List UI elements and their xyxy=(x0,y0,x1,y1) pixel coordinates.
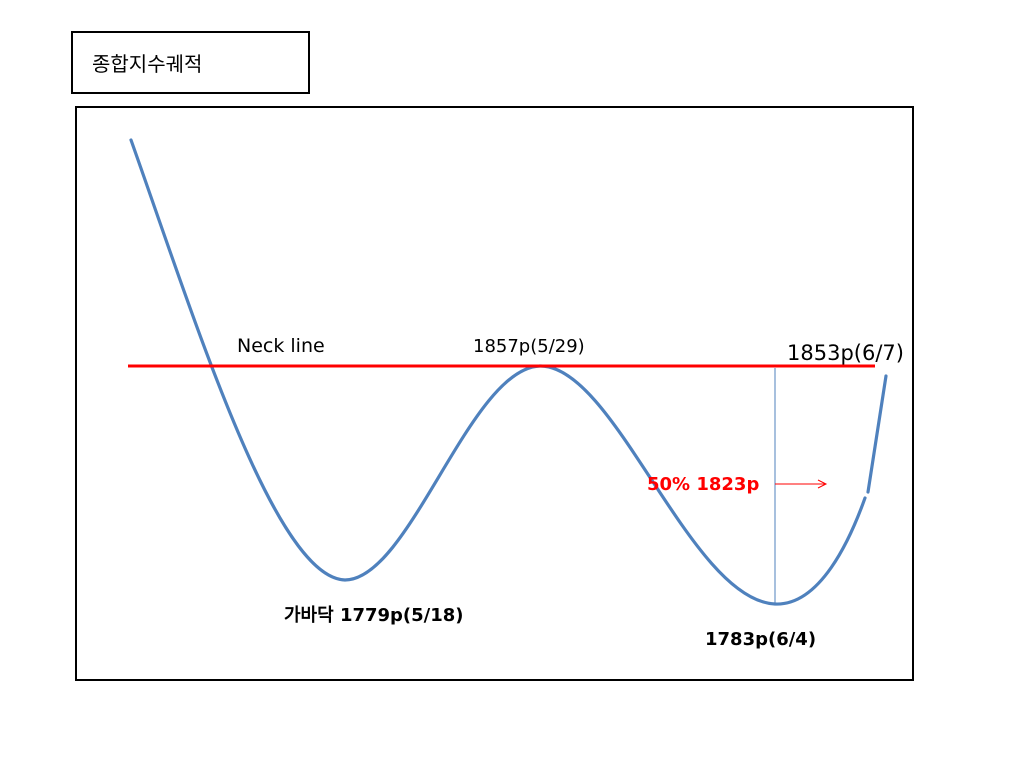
second-bottom-label: 1783p(6/4) xyxy=(705,629,816,650)
price-curve-upswing xyxy=(866,374,888,494)
price-curve xyxy=(129,138,867,606)
peak-label: 1857p(5/29) xyxy=(473,336,585,357)
title-box: 종합지수궤적 xyxy=(71,31,310,94)
diagram-title: 종합지수궤적 xyxy=(92,52,203,76)
retracement-label: 50% 1823p xyxy=(647,474,759,495)
first-bottom-label: 가바닥 1779p(5/18) xyxy=(284,605,464,626)
neck-line-label: Neck line xyxy=(237,335,325,357)
retracement-arrow-head xyxy=(817,479,828,489)
current-value-label: 1853p(6/7) xyxy=(787,341,904,365)
